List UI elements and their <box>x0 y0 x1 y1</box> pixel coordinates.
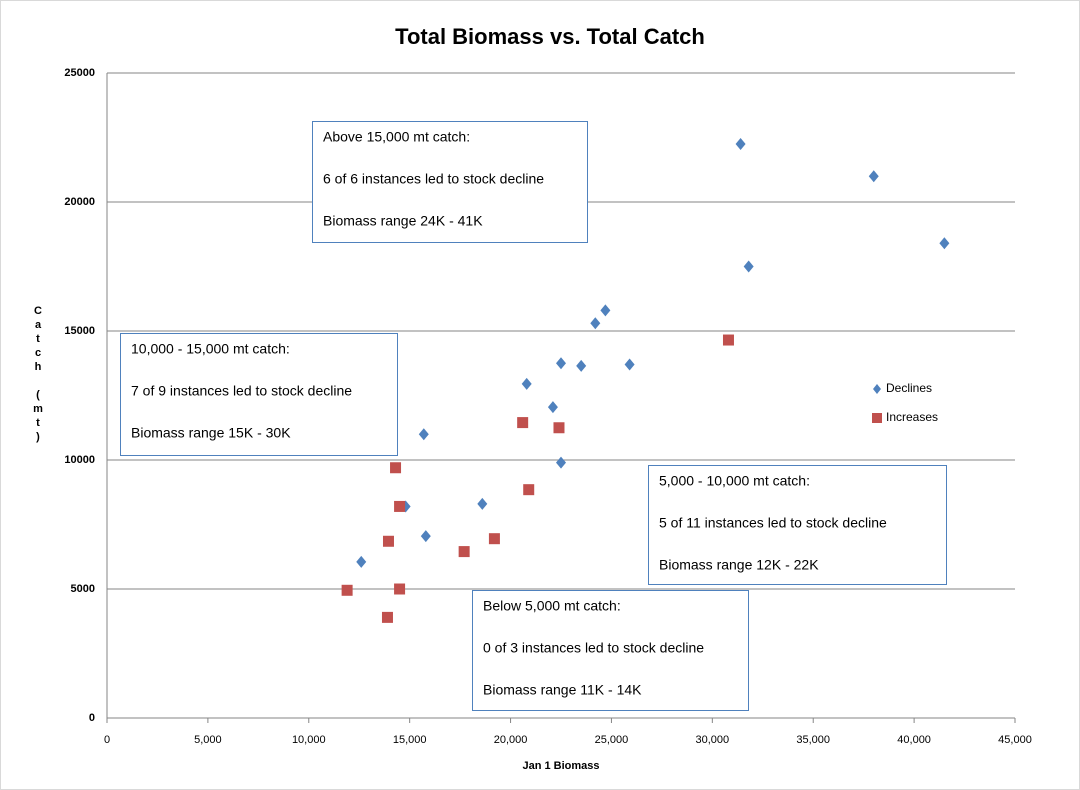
legend-label: Declines <box>886 381 932 395</box>
point <box>939 237 950 250</box>
y-tick-label: 15000 <box>64 325 95 337</box>
point <box>420 530 431 543</box>
annotation-text: 10,000 - 15,000 mt catch: <box>131 341 290 357</box>
y-tick-label: 25000 <box>64 67 95 79</box>
x-tick-label: 10,000 <box>292 734 326 746</box>
annotation-text: Below 5,000 mt catch: <box>483 598 621 614</box>
point <box>868 170 879 183</box>
annotation-box <box>648 465 947 585</box>
x-tick-label: 20,000 <box>494 734 528 746</box>
point <box>523 484 535 496</box>
x-tick-label: 25,000 <box>595 734 629 746</box>
point <box>382 535 394 547</box>
legend-label: Increases <box>886 410 938 424</box>
point <box>722 334 734 346</box>
point <box>590 317 601 330</box>
point <box>556 456 566 469</box>
annotation-box <box>120 333 398 456</box>
point <box>553 422 565 434</box>
point <box>458 546 470 558</box>
annotation-text: 5 of 11 instances led to stock decline <box>659 515 887 531</box>
x-tick-label: 0 <box>104 734 110 746</box>
x-axis-label: Jan 1 Biomass <box>522 760 599 772</box>
legend-marker <box>872 413 882 423</box>
annotation-box <box>312 121 588 243</box>
point <box>735 137 746 150</box>
x-tick-label: 45,000 <box>998 734 1032 746</box>
x-tick-label: 35,000 <box>796 734 830 746</box>
x-tick-label: 15,000 <box>393 734 427 746</box>
legend-marker <box>873 384 881 394</box>
point <box>556 357 566 370</box>
annotation-text: Biomass range 11K - 14K <box>483 682 642 698</box>
x-tick-label: 40,000 <box>897 734 931 746</box>
x-tick-label: 5,000 <box>194 734 222 746</box>
annotation-text: Above 15,000 mt catch: <box>323 129 470 145</box>
point <box>743 260 754 273</box>
point <box>394 583 406 595</box>
y-tick-label: 10000 <box>64 454 95 466</box>
annotation-text: 5,000 - 10,000 mt catch: <box>659 473 810 489</box>
point <box>356 555 367 568</box>
point <box>517 417 529 429</box>
annotation-text: 0 of 3 instances led to stock decline <box>483 640 704 656</box>
annotation-text: Biomass range 15K - 30K <box>131 425 291 441</box>
annotation-text: 6 of 6 instances led to stock decline <box>323 171 544 187</box>
y-tick-label: 5000 <box>71 583 95 595</box>
annotation-text: Biomass range 12K - 22K <box>659 557 819 573</box>
y-axis-label: Catch (mt) <box>32 305 44 445</box>
point <box>394 500 406 512</box>
annotation-text: 7 of 9 instances led to stock decline <box>131 383 352 399</box>
point <box>477 497 488 510</box>
point <box>381 611 393 623</box>
annotation-box <box>472 590 749 711</box>
point <box>547 401 558 414</box>
point <box>624 358 635 371</box>
point <box>390 462 402 474</box>
x-tick-label: 30,000 <box>696 734 730 746</box>
point <box>488 533 500 545</box>
point <box>576 359 587 372</box>
y-tick-label: 20000 <box>64 196 95 208</box>
point <box>418 428 429 441</box>
y-tick-label: 0 <box>89 712 95 724</box>
point <box>600 304 611 317</box>
annotation-text: Biomass range 24K - 41K <box>323 213 483 229</box>
point <box>521 377 532 390</box>
point <box>341 584 353 596</box>
chart-title: Total Biomass vs. Total Catch <box>395 24 705 49</box>
